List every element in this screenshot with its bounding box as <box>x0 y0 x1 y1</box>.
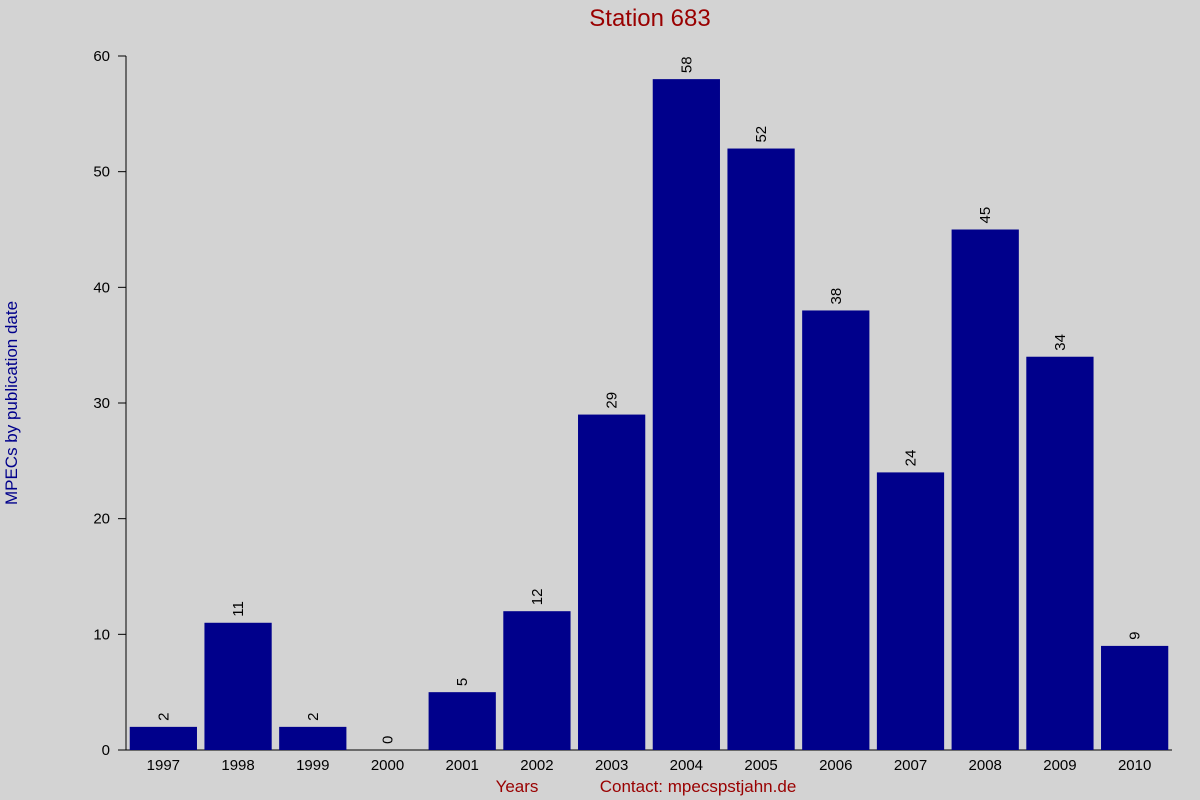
value-label: 11 <box>230 601 247 617</box>
value-label: 29 <box>604 392 621 409</box>
x-tick-label: 2001 <box>446 757 479 774</box>
value-label: 58 <box>678 56 695 73</box>
x-tick-label: 2004 <box>670 757 703 774</box>
x-axis-label: Years <box>496 777 539 796</box>
y-tick-label: 40 <box>93 279 110 296</box>
x-tick-label: 2002 <box>520 757 553 774</box>
x-tick-label: 2000 <box>371 757 404 774</box>
x-tick-label: 2003 <box>595 757 628 774</box>
x-tick-label: 2009 <box>1043 757 1076 774</box>
value-label: 5 <box>454 678 471 686</box>
x-tick-label: 2005 <box>744 757 777 774</box>
y-tick-label: 20 <box>93 511 110 528</box>
x-tick-label: 1999 <box>296 757 329 774</box>
bar <box>1026 356 1094 750</box>
y-tick-label: 30 <box>93 395 110 412</box>
y-tick-label: 10 <box>93 626 110 643</box>
bar <box>578 414 646 750</box>
value-label: 45 <box>977 207 994 224</box>
x-tick-label: 1997 <box>147 757 180 774</box>
bar <box>129 726 197 750</box>
y-tick-label: 0 <box>102 742 110 759</box>
chart-title: Station 683 <box>589 5 710 32</box>
x-tick-label: 2007 <box>894 757 927 774</box>
value-label: 52 <box>753 126 770 143</box>
bar <box>951 229 1019 750</box>
value-label: 34 <box>1052 334 1069 351</box>
value-label: 9 <box>1127 632 1144 640</box>
bar <box>652 79 720 751</box>
x-tick-label: 2006 <box>819 757 852 774</box>
value-label: 12 <box>529 589 546 606</box>
x-tick-label: 2008 <box>969 757 1002 774</box>
y-tick-label: 60 <box>93 48 110 65</box>
x-tick-label: 1998 <box>221 757 254 774</box>
bar <box>876 472 945 750</box>
bar <box>428 692 496 750</box>
bar <box>1101 645 1169 750</box>
y-tick-label: 50 <box>93 164 110 181</box>
bar <box>727 148 795 751</box>
bar <box>802 310 870 750</box>
contact-note: Contact: mpecspstjahn.de <box>600 777 797 796</box>
y-axis-label: MPECs by publication date <box>2 301 21 505</box>
value-label: 2 <box>305 713 322 721</box>
value-label: 0 <box>380 736 397 744</box>
value-label: 24 <box>903 450 920 467</box>
bar <box>279 726 347 750</box>
value-label: 38 <box>828 288 845 305</box>
bar <box>204 622 272 750</box>
value-label: 2 <box>155 713 172 721</box>
x-tick-label: 2010 <box>1118 757 1151 774</box>
bar <box>503 611 571 750</box>
